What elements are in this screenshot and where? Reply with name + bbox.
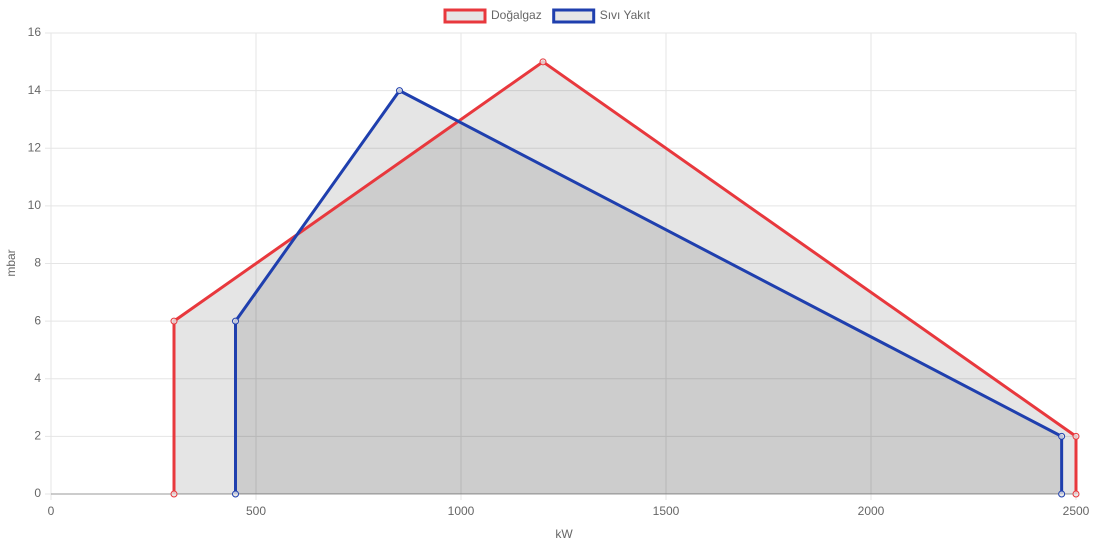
point	[232, 490, 239, 498]
y-tick-label: 2	[34, 429, 41, 443]
y-axis-label: mbar	[4, 249, 18, 276]
legend-swatch[interactable]	[552, 8, 596, 24]
y-tick-label: 6	[34, 313, 41, 327]
legend-swatch[interactable]	[443, 8, 487, 24]
x-tick-label: 1000	[448, 504, 475, 518]
point	[170, 317, 178, 325]
x-tick-label: 2000	[858, 504, 885, 518]
y-tick-label: 10	[28, 198, 42, 212]
y-tick-label: 16	[28, 25, 42, 39]
y-tick-label: 8	[34, 256, 41, 270]
point	[1058, 490, 1066, 498]
area	[235, 90, 1062, 494]
point	[1072, 490, 1080, 498]
legend-label: Doğalgaz	[491, 8, 542, 22]
point	[539, 58, 547, 66]
point	[170, 490, 178, 498]
x-tick-label: 1500	[653, 504, 680, 518]
x-tick-label: 0	[48, 504, 55, 518]
legend-label: Sıvı Yakıt	[600, 8, 651, 22]
x-tick-label: 500	[246, 504, 266, 518]
y-tick-label: 12	[28, 140, 42, 154]
point	[1058, 432, 1066, 440]
point	[1072, 432, 1080, 440]
area	[174, 61, 1076, 494]
x-tick-label: 2500	[1063, 504, 1090, 518]
y-tick-label: 14	[28, 83, 42, 97]
point	[232, 317, 239, 325]
x-axis-label: kW	[555, 527, 573, 541]
point	[396, 87, 403, 95]
y-tick-label: 0	[34, 486, 41, 500]
y-tick-label: 4	[34, 371, 41, 385]
